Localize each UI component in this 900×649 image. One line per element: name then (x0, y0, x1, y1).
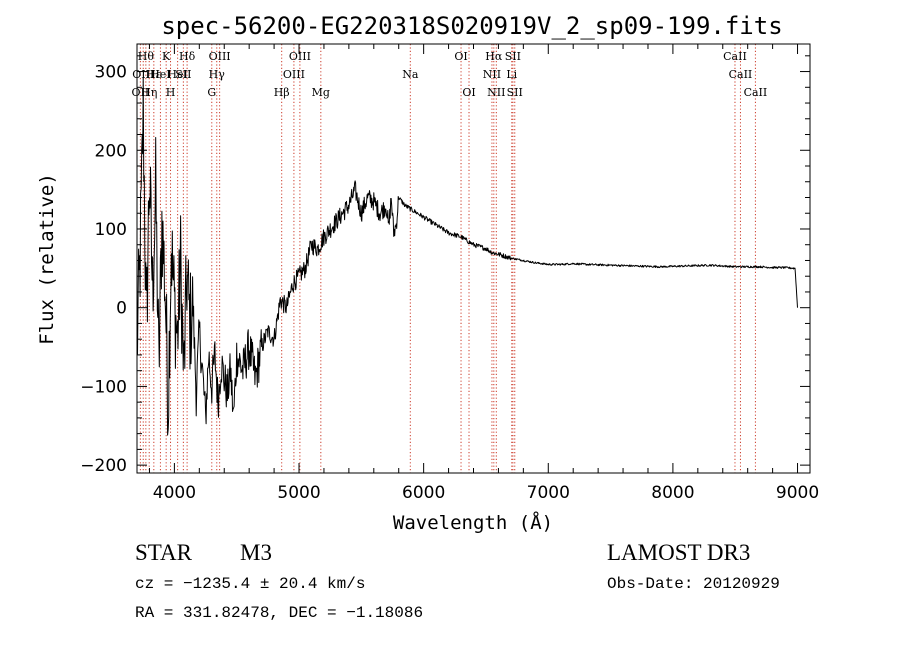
line-marker-label: Hα (485, 50, 503, 63)
spectrum-line (136, 78, 798, 436)
y-tick-label: 0 (116, 299, 127, 319)
y-tick-label: −100 (80, 377, 127, 397)
line-marker-label: OIII (283, 68, 305, 81)
line-marker-label: Hβ (274, 86, 290, 99)
line-marker-label: Li (506, 68, 517, 81)
line-marker-label: SII (505, 50, 521, 63)
object-class: STAR (135, 540, 192, 565)
line-marker-label: OIII (209, 50, 231, 63)
line-marker-labels: OIIOIIIHθHηHεHeIKHHeISIIHδGHγOIIIHβOIIIO… (132, 50, 768, 99)
line-marker-label: NII (487, 86, 505, 99)
line-marker-label: OII (132, 86, 150, 99)
observation-date: Obs-Date: 20120929 (607, 575, 780, 593)
y-tick-label: −200 (80, 456, 127, 476)
x-tick-label: 9000 (776, 483, 819, 503)
line-marker-label: CaII (729, 68, 753, 81)
line-marker-label: Hε (146, 68, 162, 81)
y-axis-label: Flux (relative) (36, 173, 58, 345)
x-tick-label: 5000 (277, 483, 320, 503)
object-subclass: M3 (240, 540, 272, 565)
line-marker-label: SII (175, 68, 191, 81)
line-marker-label: NII (483, 68, 501, 81)
line-markers (139, 44, 756, 473)
line-marker-label: G (207, 86, 216, 99)
y-axis-ticks: −200 −100 0 100 200 300 (80, 55, 810, 476)
x-tick-label: 8000 (651, 483, 694, 503)
y-tick-label: 200 (95, 141, 127, 161)
line-marker-label: K (162, 50, 171, 63)
x-axis-label: Wavelength (Å) (393, 511, 553, 534)
line-marker-label: SII (507, 86, 523, 99)
line-marker-label: CaII (723, 50, 747, 63)
line-marker-label: HeI (167, 68, 187, 81)
line-marker-label: H (166, 86, 176, 99)
plot-frame (136, 43, 811, 474)
survey-name: LAMOST DR3 (607, 540, 751, 565)
line-marker-label: HeI (150, 68, 170, 81)
chart-title: spec-56200-EG220318S020919V_2_sp09-199.f… (161, 12, 782, 40)
line-marker-label: OI (454, 50, 467, 63)
line-marker-label: Hη (141, 86, 157, 99)
spectrum-series (136, 78, 798, 436)
redshift-velocity: cz = −1235.4 ± 20.4 km/s (135, 575, 366, 593)
line-marker-label: CaII (744, 86, 768, 99)
coordinates: RA = 331.82478, DEC = −1.18086 (135, 604, 424, 622)
x-axis-ticks: 4000 5000 6000 7000 8000 9000 (148, 44, 819, 503)
line-marker-label: OIII (289, 50, 311, 63)
line-marker-label: Hθ (138, 50, 155, 63)
x-tick-label: 4000 (153, 483, 196, 503)
line-marker-label: Hγ (209, 68, 226, 81)
x-tick-label: 6000 (402, 483, 445, 503)
x-tick-label: 7000 (527, 483, 570, 503)
line-marker-label: OI (462, 86, 475, 99)
line-marker-label: Hδ (179, 50, 196, 63)
line-marker-label: Mg (312, 86, 330, 99)
y-tick-label: 100 (95, 220, 127, 240)
y-tick-label: 300 (95, 63, 127, 83)
line-marker-label: Na (402, 68, 419, 81)
